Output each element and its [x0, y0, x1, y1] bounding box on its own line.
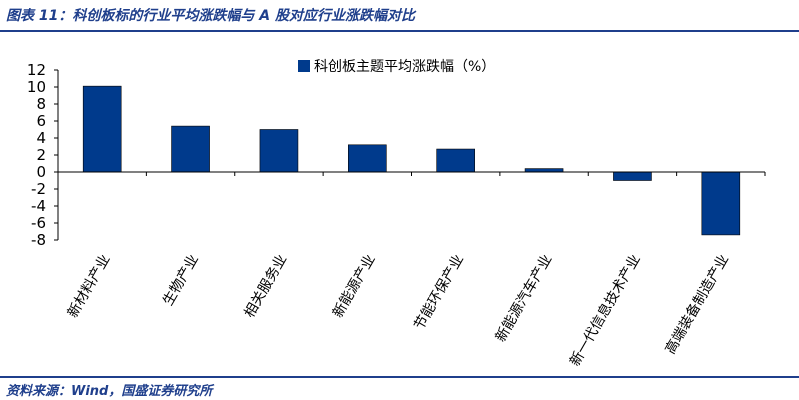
bar-series — [82, 85, 741, 236]
source-note: 资料来源：Wind，国盛证券研究所 — [6, 384, 213, 399]
x-category-label: 新能源产业 — [330, 252, 379, 321]
x-category-label: 新一代信息技术产业 — [566, 252, 644, 370]
bottom-rule — [0, 376, 799, 378]
y-tick-label: -6 — [31, 214, 46, 232]
y-tick-label: -8 — [31, 231, 46, 249]
y-tick-label: 0 — [36, 163, 46, 181]
x-category-label: 新能源汽车产业 — [492, 252, 556, 345]
bar — [524, 168, 564, 173]
y-tick-label: 12 — [27, 61, 46, 79]
x-category-label: 高端装备制造产业 — [662, 252, 733, 357]
chart-legend: 科创板主题平均涨跌幅（%） — [298, 59, 495, 75]
bar — [436, 148, 475, 173]
legend-label: 科创板主题平均涨跌幅（%） — [314, 59, 495, 75]
bar — [171, 125, 210, 173]
figure-title: 图表 11：科创板标的行业平均涨跌幅与 A 股对应行业涨跌幅对比 — [6, 8, 415, 24]
x-category-label: 相关服务业 — [242, 252, 291, 321]
top-rule — [0, 30, 799, 32]
y-tick-label: -4 — [31, 197, 46, 215]
bar — [701, 171, 741, 236]
x-category-label: 生物产业 — [160, 252, 202, 308]
y-tick-label: 8 — [36, 95, 46, 113]
legend-swatch — [298, 60, 310, 72]
y-tick-label: 10 — [27, 78, 46, 96]
y-tick-label: 4 — [36, 129, 46, 147]
bar — [348, 144, 387, 173]
bar — [82, 85, 122, 173]
bar — [613, 171, 652, 181]
x-category-label: 新材料产业 — [65, 252, 114, 321]
y-tick-label: 2 — [36, 146, 46, 164]
x-category-label: 节能环保产业 — [411, 252, 467, 333]
bar — [259, 129, 299, 173]
y-tick-label: -2 — [31, 180, 46, 198]
x-axis: 新材料产业 生物产业 相关服务业 新能源产业 节能环保产业 新能源汽车产业 新一代信息技术产… — [57, 171, 766, 370]
y-tick-label: 6 — [36, 112, 46, 130]
